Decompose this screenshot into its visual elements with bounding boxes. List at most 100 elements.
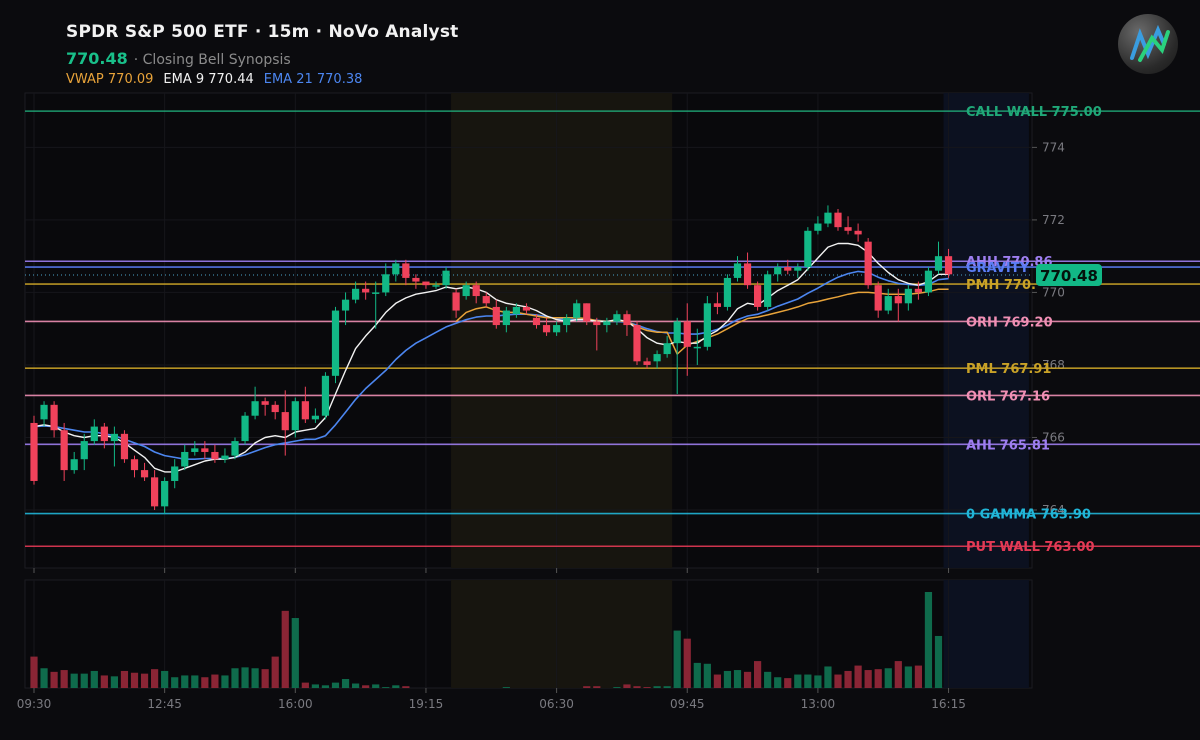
candle-body [40, 404, 48, 420]
volume-bar [271, 656, 279, 688]
volume-bar [382, 687, 390, 688]
volume-bar [321, 685, 330, 688]
candle-body [834, 212, 842, 228]
candle-body [563, 317, 571, 326]
candle-body [693, 346, 701, 349]
candle-body [452, 292, 460, 311]
candle-body [522, 306, 531, 311]
candle-body [301, 401, 309, 420]
volume-bar [924, 592, 933, 688]
level-label: PMH 770. [966, 278, 1036, 293]
volume-bar [341, 679, 350, 688]
level-label: PML 767.91 [966, 362, 1051, 377]
legend-ema9: EMA 9 770.44 [163, 72, 254, 87]
volume-bar [362, 685, 370, 688]
volume-bar [181, 675, 189, 688]
volume-bar [211, 674, 219, 688]
y-tick-label: 772 [1042, 213, 1065, 227]
candle-body [211, 451, 219, 460]
volume-bar [161, 670, 169, 688]
candle-body [462, 285, 470, 297]
candle-body [201, 448, 209, 452]
candle-body [653, 354, 661, 362]
candle-body [482, 296, 490, 304]
volume-bar [663, 686, 671, 688]
candle-body [221, 455, 229, 460]
volume-bar [130, 672, 139, 688]
volume-bar [764, 671, 772, 688]
candle-body [854, 230, 862, 235]
candle-body [60, 430, 68, 471]
candle-body [532, 317, 541, 326]
volume-bar [894, 661, 902, 688]
candle-body [50, 404, 58, 431]
volume-bar [874, 669, 882, 688]
volume-bar [70, 673, 78, 688]
x-tick-label: 19:15 [409, 697, 444, 711]
volume-bar [221, 675, 229, 688]
volume-bar [794, 674, 802, 688]
chart-title: SPDR S&P 500 ETF · 15m · NoVo Analyst [66, 22, 459, 42]
candle-body [412, 277, 420, 282]
candle-body [573, 303, 581, 318]
candle-body [181, 451, 189, 467]
volume-bar [402, 686, 410, 688]
logo-mark-icon [1130, 24, 1170, 62]
volume-bar [110, 676, 118, 688]
level-label: GRAVITY [966, 261, 1030, 276]
ema9-line [33, 242, 949, 473]
candle-body [603, 321, 611, 326]
candle-body [623, 314, 631, 326]
volume-bar [583, 686, 591, 688]
candle-body [914, 288, 922, 293]
volume-bar [904, 666, 912, 688]
volume-bar [100, 675, 108, 688]
volume-bar [934, 635, 943, 688]
volume-bar [804, 674, 812, 688]
candle-body [382, 274, 390, 293]
volume-bar [673, 630, 681, 688]
volume-bar [834, 674, 842, 688]
volume-shade-overnight [451, 580, 673, 688]
candle-body [703, 303, 711, 347]
volume-bar [723, 670, 732, 688]
volume-bar [743, 671, 752, 688]
level-label: PUT WALL 763.00 [966, 540, 1095, 555]
candle-body [140, 470, 149, 478]
candle-body [171, 466, 179, 481]
volume-bar [693, 662, 701, 688]
volume-bar [231, 668, 239, 688]
candle-body [291, 401, 299, 431]
legend-ema21: EMA 21 770.38 [263, 72, 363, 87]
candle-body [251, 401, 259, 416]
indicator-legend: VWAP 770.09 EMA 9 770.44 EMA 21 770.38 [66, 72, 458, 87]
price-row: 770.48 · Closing Bell Synopsis [66, 49, 458, 68]
candle-body [30, 422, 38, 481]
candle-body [733, 263, 742, 278]
volume-bar [90, 670, 98, 688]
candle-body [161, 480, 169, 507]
candle-body [663, 343, 671, 355]
x-tick-label: 09:45 [670, 697, 705, 711]
candle-body [130, 459, 139, 471]
candle-body [261, 401, 269, 405]
candle-body [110, 433, 118, 442]
chart-header: SPDR S&P 500 ETF · 15m · NoVo Analyst 77… [66, 22, 458, 87]
volume-bar [623, 684, 631, 688]
candle-body [472, 285, 480, 297]
candle-body [874, 285, 882, 311]
volume-bar [372, 684, 380, 688]
candle-body [723, 277, 732, 307]
level-label: 0 GAMMA 763.90 [966, 508, 1091, 523]
volume-bar [60, 670, 68, 688]
candle-body [743, 263, 752, 286]
candle-body [502, 310, 510, 326]
x-tick-label: 13:00 [801, 697, 836, 711]
candle-body [271, 404, 279, 413]
candle-body [713, 303, 721, 307]
candle-body [583, 303, 591, 322]
volume-bar [713, 674, 721, 688]
candle-body [422, 281, 430, 286]
volume-bar [241, 667, 249, 688]
